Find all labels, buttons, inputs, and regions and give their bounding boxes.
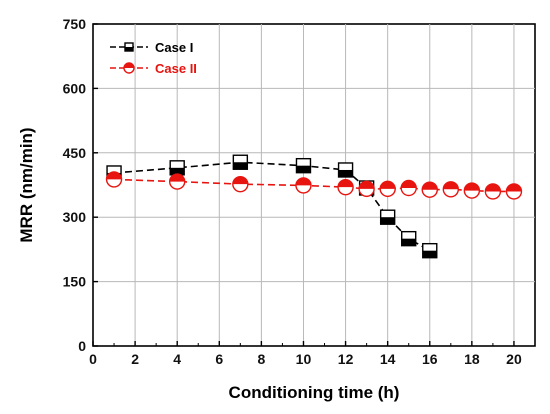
- x-tick-label: 10: [296, 351, 312, 367]
- circle-marker-fill: [485, 183, 501, 192]
- circle-marker-fill: [106, 171, 122, 180]
- legend-entry-1: Case I: [110, 40, 193, 55]
- legend: Case I Case II: [110, 40, 197, 76]
- square-marker-fill: [401, 238, 416, 246]
- data-point: [379, 209, 396, 225]
- x-tick-label: 8: [257, 351, 265, 367]
- x-tick-label: 6: [215, 351, 223, 367]
- data-point: [505, 183, 523, 200]
- data-point: [105, 171, 123, 188]
- data-point: [168, 173, 186, 190]
- series-2: [105, 171, 523, 200]
- circle-marker-fill: [169, 174, 185, 182]
- x-tick-label: 4: [173, 351, 181, 367]
- circle-marker-fill: [338, 179, 354, 188]
- grid-lines: [93, 24, 535, 346]
- square-marker-fill: [233, 162, 248, 170]
- data-point: [421, 181, 438, 198]
- square-marker-fill: [125, 47, 133, 51]
- square-marker-fill: [296, 165, 311, 173]
- circle-marker-fill: [422, 182, 438, 190]
- x-tick-label: 20: [506, 351, 522, 367]
- data-point: [484, 183, 502, 200]
- data-point: [337, 162, 354, 178]
- data-point: [401, 230, 417, 247]
- circle-marker-fill: [359, 181, 375, 189]
- data-point: [169, 160, 185, 176]
- series-line: [113, 161, 431, 252]
- data-point: [295, 177, 312, 194]
- square-marker-fill: [338, 169, 353, 177]
- axis-ticks: 0 2 4 6 8 10 12 14 16 18 20 0 150 300 450 600 750: [63, 16, 522, 367]
- series-layer: [105, 154, 523, 259]
- data-point: [358, 180, 375, 198]
- x-tick-label: 14: [380, 351, 396, 367]
- circle-marker-fill: [380, 181, 396, 189]
- legend-label: Case II: [155, 61, 197, 76]
- y-tick-label: 750: [63, 16, 87, 32]
- plot-area: [92, 23, 536, 347]
- circle-marker-fill: [124, 63, 134, 68]
- y-tick-label: 450: [63, 145, 87, 161]
- legend-label: Case I: [155, 40, 193, 55]
- data-point: [442, 181, 460, 198]
- circle-marker-fill: [443, 181, 459, 190]
- data-point: [232, 175, 249, 193]
- data-point: [232, 154, 249, 170]
- y-tick-label: 600: [63, 80, 87, 96]
- data-point: [379, 180, 396, 198]
- y-tick-label: 300: [63, 209, 87, 225]
- data-point: [400, 179, 417, 197]
- circle-marker-fill: [464, 183, 480, 191]
- x-tick-label: 18: [464, 351, 480, 367]
- x-tick-label: 2: [131, 351, 139, 367]
- y-axis-title: MRR (nm/min): [17, 127, 36, 242]
- data-point: [295, 157, 312, 174]
- square-marker-fill: [422, 250, 437, 258]
- y-tick-label: 150: [63, 274, 87, 290]
- circle-marker-fill: [232, 176, 248, 185]
- x-tick-label: 0: [89, 351, 97, 367]
- y-tick-label: 0: [78, 338, 86, 354]
- square-marker-fill: [380, 217, 395, 225]
- x-axis-title: Conditioning time (h): [229, 383, 400, 402]
- data-point: [463, 182, 481, 199]
- square-marker-fill: [170, 167, 185, 175]
- data-point: [422, 242, 438, 259]
- circle-marker-fill: [401, 180, 417, 189]
- data-point: [337, 178, 354, 196]
- legend-entry-2: Case II: [110, 61, 197, 76]
- circle-marker-fill: [295, 177, 311, 186]
- circle-marker-fill: [506, 183, 522, 192]
- x-tick-label: 16: [422, 351, 438, 367]
- x-tick-label: 12: [338, 351, 354, 367]
